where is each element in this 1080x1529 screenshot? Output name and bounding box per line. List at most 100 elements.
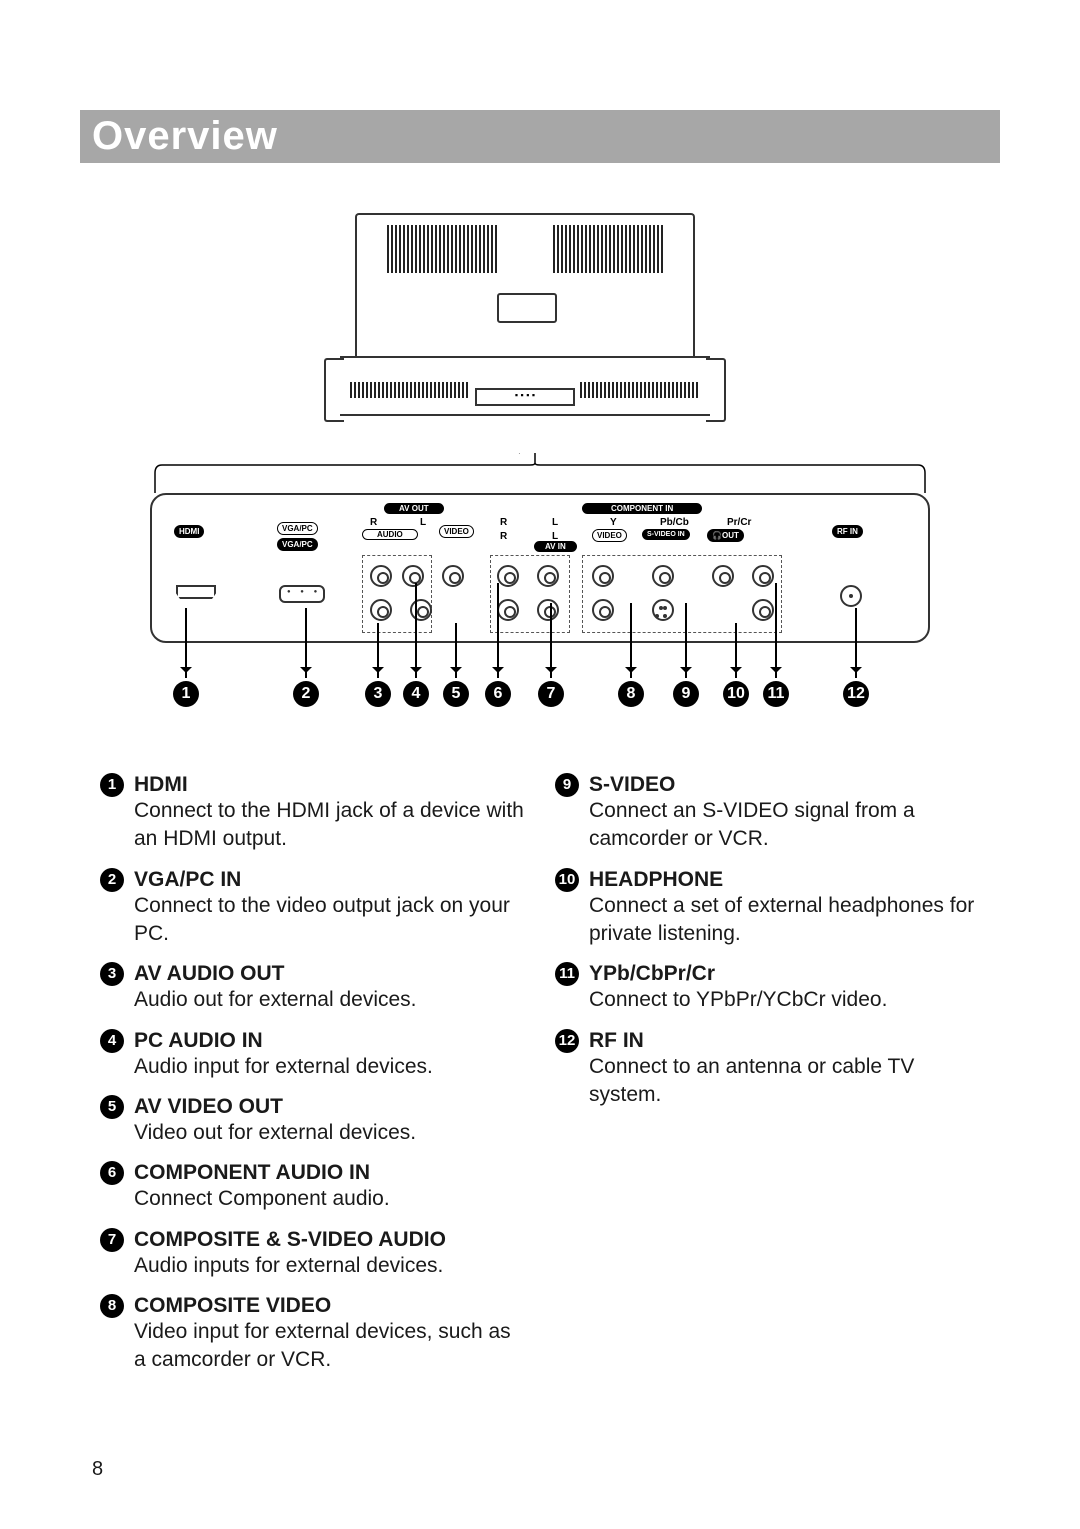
desc-title: COMPOSITE & S-VIDEO AUDIO	[134, 1228, 446, 1252]
callout-numbers-row: 123456789101112	[150, 681, 930, 717]
port-hdmi	[176, 585, 216, 599]
callout-circle: 4	[403, 681, 429, 707]
desc-body: Connect an S-VIDEO signal from a camcord…	[589, 797, 980, 854]
callout-arrow	[305, 608, 307, 678]
callout-arrow	[415, 583, 417, 678]
desc-body: Connect to the HDMI jack of a device wit…	[134, 797, 525, 854]
jack-component-pb	[652, 565, 674, 587]
jack-composite-audio-l	[537, 599, 559, 621]
callout-arrow	[185, 608, 187, 678]
callout-arrow	[775, 583, 777, 678]
callout-circle: 12	[843, 681, 869, 707]
port-svideo	[652, 599, 674, 621]
label-R3: R	[500, 531, 507, 542]
callout-circle: 6	[485, 681, 511, 707]
callout-circle: 8	[618, 681, 644, 707]
desc-body: Connect to the video output jack on your…	[134, 892, 525, 949]
desc-body: Audio out for external devices.	[134, 986, 525, 1014]
callout-circle: 10	[723, 681, 749, 707]
desc-body: Audio inputs for external devices.	[134, 1252, 525, 1280]
label-hp-out: 🎧OUT	[707, 529, 744, 542]
callout-arrow	[855, 608, 857, 678]
descriptions-col-left: 1HDMIConnect to the HDMI jack of a devic…	[100, 773, 525, 1389]
desc-title: HDMI	[134, 773, 188, 797]
callout-arrow	[377, 623, 379, 678]
desc-number-icon: 8	[100, 1294, 124, 1318]
desc-number-icon: 12	[555, 1029, 579, 1053]
callout-arrow	[735, 623, 737, 678]
label-vgapc: VGA/PC	[277, 522, 318, 535]
label-rfin: RF IN	[832, 525, 863, 538]
desc-item: 12RF INConnect to an antenna or cable TV…	[555, 1029, 980, 1110]
jack-composite-video	[592, 599, 614, 621]
desc-item: 11YPb/CbPr/CrConnect to YPbPr/YCbCr vide…	[555, 962, 980, 1014]
rear-panel-enlarged: HDMI VGA/PC VGA/PC AV OUT R L AUDIO VIDE…	[150, 453, 930, 643]
desc-number-icon: 6	[100, 1161, 124, 1185]
label-audio: AUDIO	[362, 529, 418, 540]
desc-body: Connect Component audio.	[134, 1185, 525, 1213]
desc-body: Audio input for external devices.	[134, 1053, 525, 1081]
desc-title: AV VIDEO OUT	[134, 1095, 283, 1119]
callout-circle: 7	[538, 681, 564, 707]
callout-circle: 5	[443, 681, 469, 707]
port-rf	[840, 585, 862, 607]
jack-component-audio-r	[497, 565, 519, 587]
desc-title: S-VIDEO	[589, 773, 675, 797]
callout-arrow	[455, 623, 457, 678]
desc-title: VGA/PC IN	[134, 868, 241, 892]
jack-pc-audio-in-inner	[410, 599, 432, 621]
label-Y: Y	[610, 517, 617, 528]
desc-title: COMPOSITE VIDEO	[134, 1294, 331, 1318]
desc-item: 9 S-VIDEOConnect an S-VIDEO signal from a…	[555, 773, 980, 854]
jack-av-audio-out-r	[370, 565, 392, 587]
label-PrCr: Pr/Cr	[727, 517, 751, 528]
desc-title: AV AUDIO OUT	[134, 962, 285, 986]
desc-number-icon: 2	[100, 868, 124, 892]
desc-body: Connect to YPbPr/YCbCr video.	[589, 986, 980, 1014]
desc-item: 2 VGA/PC INConnect to the video output ja…	[100, 868, 525, 949]
desc-body: Connect to an antenna or cable TV system…	[589, 1053, 980, 1110]
jack-ypbpr-extra	[752, 599, 774, 621]
descriptions: 1HDMIConnect to the HDMI jack of a devic…	[80, 773, 1000, 1389]
callout-arrow	[497, 583, 499, 678]
descriptions-col-right: 9 S-VIDEOConnect an S-VIDEO signal from a…	[555, 773, 980, 1389]
callout-circle: 3	[365, 681, 391, 707]
desc-item: 1HDMIConnect to the HDMI jack of a devic…	[100, 773, 525, 854]
callout-arrow	[550, 603, 552, 678]
callout-arrow	[630, 603, 632, 678]
desc-item: 6COMPONENT AUDIO INConnect Component aud…	[100, 1161, 525, 1213]
label-svideo-in: S-VIDEO IN	[642, 529, 690, 540]
desc-item: 10HEADPHONEConnect a set of external hea…	[555, 868, 980, 949]
desc-title: YPb/CbPr/Cr	[589, 962, 715, 986]
label-avin: AV IN	[534, 541, 577, 552]
jack-component-y	[592, 565, 614, 587]
jack-av-audio-out-l	[370, 599, 392, 621]
desc-title: PC AUDIO IN	[134, 1029, 263, 1053]
desc-item: 7 COMPOSITE & S-VIDEO AUDIOAudio inputs f…	[100, 1228, 525, 1280]
section-title-bar: Overview	[80, 110, 1000, 163]
label-PbCb: Pb/Cb	[660, 517, 689, 528]
desc-number-icon: 5	[100, 1095, 124, 1119]
tv-outline: ▪ ▪ ▪ ▪	[340, 213, 710, 463]
callout-circle: 11	[763, 681, 789, 707]
callout-circle: 1	[173, 681, 199, 707]
desc-body: Video input for external devices, such a…	[134, 1318, 525, 1375]
desc-body: Video out for external devices.	[134, 1119, 525, 1147]
label-vgapc-black: VGA/PC	[277, 538, 318, 551]
label-L1: L	[420, 517, 426, 528]
desc-item: 8 COMPOSITE VIDEOVideo input for external…	[100, 1294, 525, 1375]
desc-item: 3AV AUDIO OUTAudio out for external devi…	[100, 962, 525, 1014]
rear-panel-diagram: ▪ ▪ ▪ ▪ HDMI VGA/PC VGA/PC AV OUT R L AU…	[150, 213, 930, 733]
desc-number-icon: 9	[555, 773, 579, 797]
desc-number-icon: 7	[100, 1228, 124, 1252]
desc-item: 5 AV VIDEO OUTVideo out for external devi…	[100, 1095, 525, 1147]
jack-headphone	[752, 565, 774, 587]
jack-composite-audio-r	[497, 599, 519, 621]
port-vga	[279, 585, 325, 603]
label-hdmi: HDMI	[174, 525, 204, 538]
callout-circle: 2	[293, 681, 319, 707]
label-video-out: VIDEO	[439, 525, 474, 538]
page-number: 8	[92, 1458, 103, 1481]
label-component-in: COMPONENT IN	[582, 503, 702, 514]
jack-av-video-out	[442, 565, 464, 587]
